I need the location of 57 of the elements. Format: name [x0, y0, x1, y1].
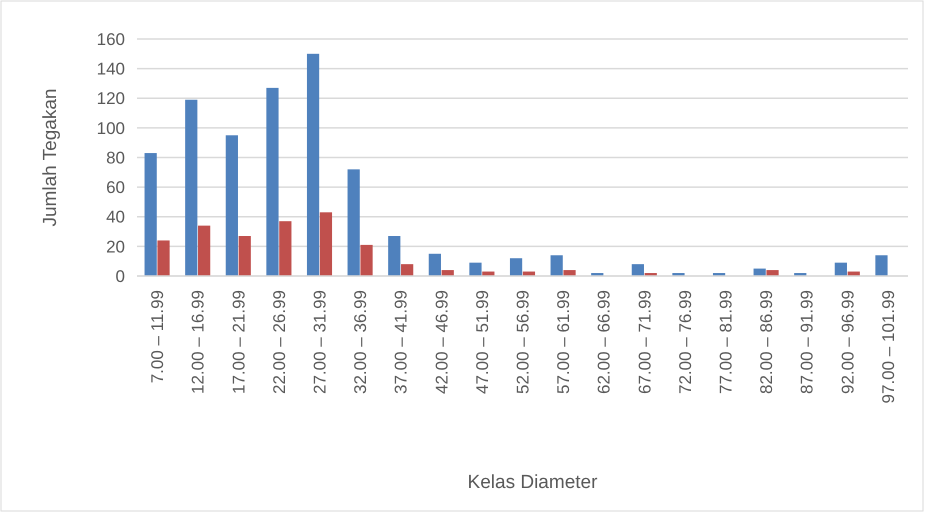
- bar: [157, 240, 170, 276]
- bar: [834, 262, 847, 276]
- x-tick-label: 37.00 – 41.99: [392, 290, 411, 394]
- x-tick-label: 7.00 – 11.99: [148, 290, 168, 384]
- x-tick-label: 32.00 – 36.99: [351, 290, 370, 394]
- bar: [632, 264, 644, 276]
- x-tick-label: 62.00 – 66.99: [594, 290, 614, 394]
- y-tick-label: 20: [106, 237, 125, 256]
- bar: [266, 88, 279, 276]
- bar: [226, 135, 238, 276]
- bar: [360, 244, 373, 276]
- bar: [306, 54, 320, 276]
- bar: [238, 236, 251, 276]
- bar: [428, 254, 441, 276]
- y-tick-label: 80: [106, 148, 125, 168]
- y-tick-label: 160: [96, 30, 125, 49]
- y-axis-title: Jumlah Tegakan: [40, 88, 61, 227]
- bar: [144, 153, 157, 276]
- bar: [279, 221, 292, 276]
- bar: [442, 270, 454, 276]
- x-axis-title: Kelas Diameter: [468, 472, 598, 493]
- bar: [388, 236, 400, 276]
- x-tick-label: 12.00 – 16.99: [188, 290, 208, 394]
- bar: [754, 268, 766, 276]
- x-tick-label: 52.00 – 56.99: [513, 290, 532, 394]
- y-tick-label: 60: [106, 178, 125, 198]
- bar: [401, 264, 414, 276]
- x-tick-label: 42.00 – 46.99: [432, 290, 452, 394]
- y-tick-label: 100: [96, 118, 125, 138]
- y-tick-label: 0: [116, 266, 125, 286]
- bar: [550, 255, 563, 276]
- x-tick-label: 72.00 – 76.99: [676, 290, 695, 394]
- bar: [766, 270, 779, 276]
- x-tick-label: 22.00 – 26.99: [270, 290, 289, 394]
- bar: [875, 255, 888, 276]
- x-tick-label: 47.00 – 51.99: [472, 290, 492, 394]
- x-tick-label: 57.00 – 61.99: [554, 290, 574, 394]
- x-tick-label: 27.00 – 31.99: [310, 290, 330, 394]
- bar: [469, 262, 482, 276]
- x-tick-label: 77.00 – 81.99: [716, 290, 736, 394]
- bar: [563, 270, 576, 276]
- bar: [348, 169, 360, 276]
- x-tick-label: 97.00 – 101.99: [878, 290, 898, 404]
- y-tick-label: 40: [106, 208, 125, 227]
- x-tick-label: 87.00 – 91.99: [798, 290, 817, 394]
- x-tick-label: 17.00 – 21.99: [229, 290, 248, 394]
- y-tick-label: 140: [96, 60, 125, 79]
- bar: [482, 272, 494, 276]
- bar: [198, 226, 210, 276]
- bar: [848, 272, 860, 276]
- x-tick-label: 92.00 – 96.99: [838, 290, 858, 394]
- bar: [320, 212, 332, 276]
- y-tick-label: 120: [96, 89, 125, 108]
- x-tick-label: 82.00 – 86.99: [757, 290, 776, 394]
- x-tick-label: 67.00 – 71.99: [635, 290, 654, 394]
- bar: [510, 258, 522, 276]
- bar: [185, 100, 198, 276]
